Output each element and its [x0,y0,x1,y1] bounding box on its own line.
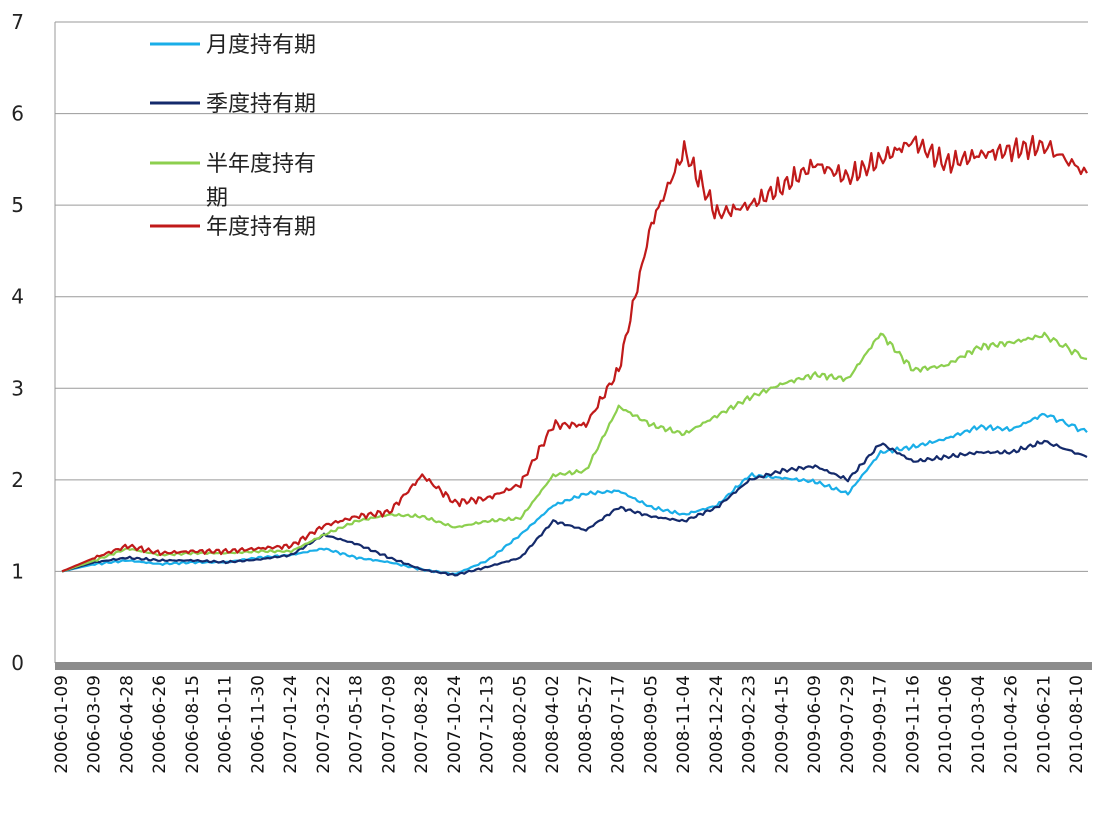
x-tick-label: 2010-03-04 [969,675,989,774]
series-line [61,331,1088,573]
y-tick-label: 0 [11,651,24,675]
x-tick-label: 2006-03-09 [85,675,105,774]
x-tick-label: 2010-01-06 [936,675,956,774]
x-tick-label: 2008-04-02 [543,675,563,774]
x-tick-label: 2008-07-17 [609,675,629,774]
x-tick-label: 2008-05-27 [576,675,596,774]
y-tick-label: 6 [11,102,24,126]
y-tick-label: 7 [11,10,24,34]
series-line [61,134,1088,573]
legend-label: 季度持有期 [206,92,316,117]
x-tick-label: 2008-11-04 [674,675,694,774]
x-tick-label: 2007-05-18 [347,675,367,774]
x-tick-label: 2010-06-21 [1034,675,1054,774]
legend-label: 月度持有期 [206,33,316,58]
x-tick-label: 2010-04-26 [1002,675,1022,774]
legend-label: 半年度持有 [206,152,316,177]
x-tick-label: 2007-03-22 [314,675,334,774]
x-tick-label: 2007-08-28 [412,675,432,774]
x-tick-label: 2009-06-09 [805,675,825,774]
x-tick-label: 2009-11-16 [903,675,923,774]
x-tick-label: 2009-09-17 [871,675,891,774]
x-tick-label: 2008-12-24 [707,675,727,774]
x-axis: 2006-01-09 2006-03-09 2006-04-28 2006-06-26… [52,662,1092,774]
x-tick-label: 2007-10-24 [445,675,465,774]
x-tick-label: 2010-08-10 [1067,675,1087,774]
y-tick-label: 5 [11,193,24,217]
x-tick-label: 2006-10-11 [216,675,236,774]
x-tick-label: 2006-11-30 [248,675,268,774]
legend-label: 期 [206,186,228,211]
x-tick-label: 2007-07-09 [379,675,399,774]
gridlines [55,21,1088,572]
x-tick-label: 2009-02-23 [740,675,760,774]
y-axis: 0 1 2 3 4 5 6 7 [11,10,56,675]
y-tick-label: 3 [11,376,24,400]
y-tick-label: 4 [11,285,24,309]
x-tick-label: 2009-07-29 [838,675,858,774]
x-tick-label: 2006-06-26 [150,675,170,774]
x-tick-label: 2008-09-05 [641,675,661,774]
x-tick-label: 2008-02-05 [510,675,530,774]
x-tick-label: 2007-12-13 [478,675,498,774]
x-tick-label: 2006-01-09 [52,675,72,774]
series-lines [61,134,1088,577]
x-tick-label: 2007-01-24 [281,675,301,774]
x-axis-line [55,662,1092,670]
x-tick-label: 2009-04-15 [772,675,792,774]
legend-label: 年度持有期 [206,215,316,240]
series-line [61,439,1088,577]
y-tick-label: 1 [11,559,24,583]
x-tick-label: 2006-04-28 [117,675,137,774]
x-tick-label: 2006-08-15 [183,675,203,774]
y-tick-label: 2 [11,468,24,492]
